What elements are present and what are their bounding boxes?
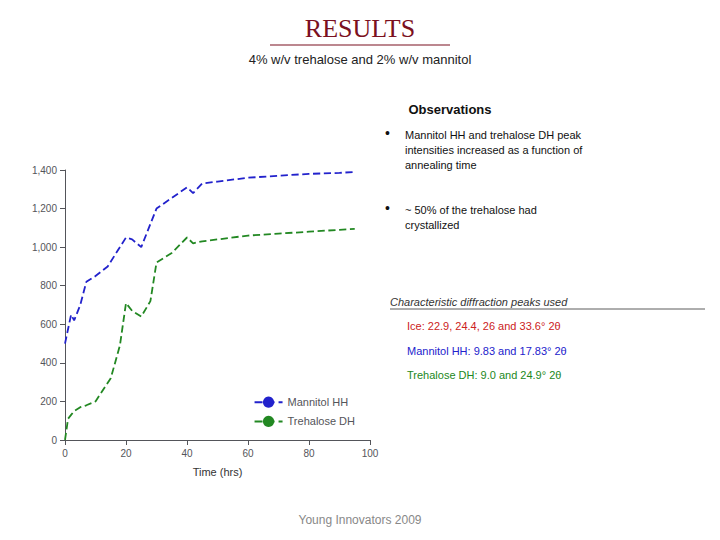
svg-text:20: 20 (120, 448, 132, 459)
svg-text:1,200: 1,200 (32, 203, 57, 214)
svg-text:Mannitol HH and trehalose DH p: Mannitol HH and trehalose DH peak (405, 129, 582, 141)
svg-text:•: • (385, 125, 390, 141)
svg-text:Observations: Observations (408, 102, 491, 117)
svg-text:•: • (385, 200, 390, 216)
svg-text:Mannitol HH: Mannitol HH (288, 396, 349, 408)
svg-text:0: 0 (51, 435, 57, 446)
svg-text:Mannitol HH: 9.83 and 17.83° 2: Mannitol HH: 9.83 and 17.83° 2θ (407, 345, 567, 357)
svg-text:Characteristic diffraction pea: Characteristic diffraction peaks used (390, 296, 568, 308)
svg-text:600: 600 (40, 319, 57, 330)
svg-text:60: 60 (242, 448, 254, 459)
svg-text:crystallized: crystallized (405, 219, 459, 231)
svg-text:1,000: 1,000 (32, 242, 57, 253)
svg-text:RESULTS: RESULTS (305, 14, 415, 43)
svg-text:80: 80 (303, 448, 315, 459)
svg-text:100: 100 (362, 448, 379, 459)
svg-text:Ice: 22.9, 24.4, 26 and 33.6°: Ice: 22.9, 24.4, 26 and 33.6° 2θ (407, 320, 561, 332)
svg-text:4% w/v trehalose and 2% w/v ma: 4% w/v trehalose and 2% w/v mannitol (249, 52, 472, 67)
svg-text:400: 400 (40, 357, 57, 368)
svg-text:intensities increased as a fun: intensities increased as a function of (405, 144, 583, 156)
svg-text:Trehalose DH: Trehalose DH (288, 415, 356, 427)
svg-text:40: 40 (181, 448, 193, 459)
svg-text:Time (hrs): Time (hrs) (193, 466, 243, 478)
svg-text:1,400: 1,400 (32, 165, 57, 176)
svg-text:200: 200 (40, 396, 57, 407)
svg-text:0: 0 (62, 448, 68, 459)
svg-text:Trehalose DH: 9.0 and 24.9° 2θ: Trehalose DH: 9.0 and 24.9° 2θ (407, 369, 561, 381)
svg-text:Young Innovators 2009: Young Innovators 2009 (299, 513, 422, 527)
svg-text:~ 50% of the trehalose had: ~ 50% of the trehalose had (405, 204, 537, 216)
svg-text:annealing time: annealing time (405, 159, 477, 171)
svg-text:800: 800 (40, 280, 57, 291)
